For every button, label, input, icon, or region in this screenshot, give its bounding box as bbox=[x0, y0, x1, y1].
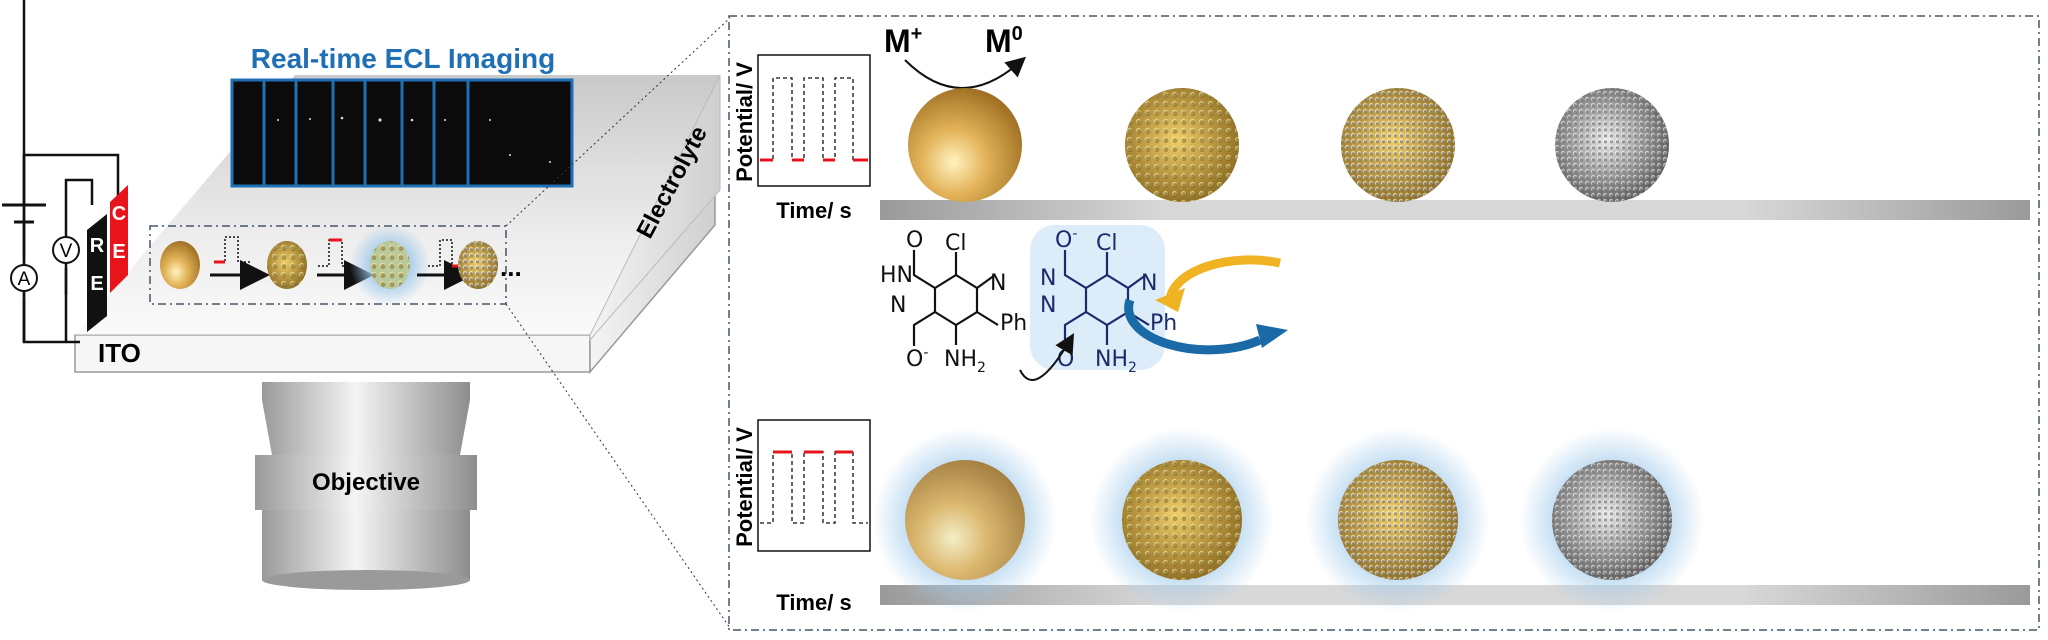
svg-text:Time/ s: Time/ s bbox=[776, 198, 851, 223]
reduction-arrow bbox=[904, 56, 1026, 89]
process-inset: ... bbox=[149, 225, 522, 305]
ammeter-icon: A bbox=[10, 264, 38, 292]
particle-dense-silver bbox=[1555, 88, 1669, 202]
particle-smooth-glowing bbox=[873, 428, 1057, 612]
svg-text:O-: O- bbox=[906, 345, 928, 372]
svg-text:Cl: Cl bbox=[945, 231, 966, 256]
detail-panel bbox=[728, 15, 2040, 631]
svg-text:N: N bbox=[990, 271, 1006, 296]
svg-text:NH2: NH2 bbox=[1095, 347, 1137, 376]
svg-text:Ph: Ph bbox=[1150, 311, 1177, 336]
ito-label: ITO bbox=[98, 338, 141, 368]
svg-text:V: V bbox=[60, 241, 73, 262]
zoom-line-bottom bbox=[505, 303, 731, 629]
svg-text:NH2: NH2 bbox=[944, 347, 986, 376]
reduction-label: M+ M0 bbox=[884, 23, 1026, 89]
svg-text:R: R bbox=[90, 235, 105, 257]
svg-text:O: O bbox=[1057, 347, 1074, 372]
svg-text:C: C bbox=[112, 203, 126, 225]
excitation-arrow bbox=[1019, 333, 1075, 381]
svg-text:M+: M+ bbox=[884, 23, 922, 59]
waveform-plot-top: Potential/ V Time/ s bbox=[732, 54, 871, 223]
counter-electrode: C E bbox=[110, 185, 128, 293]
svg-text:A: A bbox=[18, 269, 31, 290]
electrode-shelf-top bbox=[880, 200, 2030, 220]
svg-text:E: E bbox=[90, 273, 103, 295]
svg-text:M0: M0 bbox=[985, 23, 1023, 59]
particle-smooth bbox=[908, 88, 1022, 202]
svg-text:Cl: Cl bbox=[1096, 231, 1117, 256]
voltmeter-icon: V bbox=[52, 236, 80, 264]
particle-sparse bbox=[1125, 88, 1239, 202]
svg-text:N: N bbox=[890, 293, 906, 318]
svg-text:Ph: Ph bbox=[1000, 311, 1027, 336]
particle-dense-gold-glowing bbox=[1306, 428, 1490, 612]
particle-sparse-glowing bbox=[1090, 428, 1274, 612]
ellipsis: ... bbox=[500, 252, 522, 282]
particle-dense-gold bbox=[1341, 88, 1455, 202]
battery-icon bbox=[2, 155, 46, 258]
objective-lens bbox=[255, 382, 477, 590]
cycle-arrows-icon bbox=[1124, 255, 1288, 355]
molecule-excited-state: O- Cl N N N Ph O NH2 bbox=[1040, 226, 1177, 376]
objective-label: Objective bbox=[312, 469, 420, 496]
particle-smooth bbox=[160, 241, 200, 289]
reference-electrode: R E bbox=[87, 214, 107, 332]
svg-text:N: N bbox=[1040, 266, 1056, 291]
particle-dense-silver-glowing bbox=[1520, 428, 1704, 612]
svg-text:HN: HN bbox=[880, 263, 913, 288]
waveform-plot-bottom: Potential/ V Time/ s bbox=[732, 419, 871, 615]
svg-text:O-: O- bbox=[1055, 226, 1077, 253]
svg-text:N: N bbox=[1040, 293, 1056, 318]
svg-text:Potential/ V: Potential/ V bbox=[732, 427, 757, 547]
svg-text:N: N bbox=[1141, 271, 1157, 296]
svg-text:E: E bbox=[112, 241, 125, 263]
imaging-title: Real-time ECL Imaging bbox=[251, 43, 555, 74]
zoom-line-top bbox=[505, 17, 731, 227]
svg-text:O: O bbox=[906, 228, 923, 253]
svg-text:Potential/ V: Potential/ V bbox=[732, 62, 757, 182]
molecule-ground-state: O Cl HN N N Ph O- NH2 bbox=[880, 228, 1027, 376]
ecl-image-strip bbox=[230, 78, 574, 188]
svg-text:Time/ s: Time/ s bbox=[776, 590, 851, 615]
